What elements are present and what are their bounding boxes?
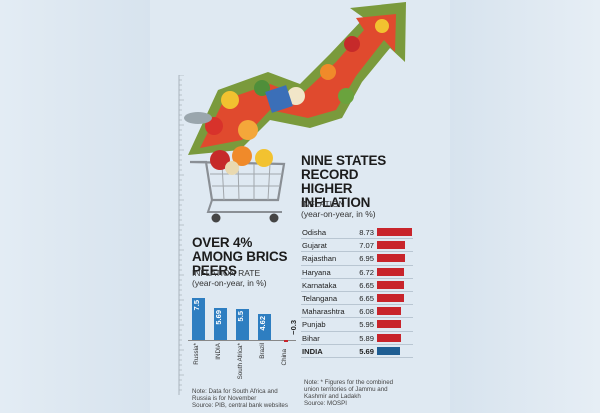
states-subtitle-line1: INFLATION (301, 199, 345, 209)
brics-category-label: China (281, 349, 288, 366)
state-name: Karnataka (302, 280, 337, 290)
states-note-line4: Source: MOSPI (304, 400, 347, 407)
state-name: Odisha (302, 228, 327, 237)
brics-bar: 5.69 (214, 308, 227, 340)
state-bar (377, 320, 401, 329)
state-row: Karnataka 6.65 (301, 279, 413, 292)
state-value: 6.08 (359, 307, 374, 317)
state-name: Gujarat (302, 241, 327, 251)
state-name: Bihar (302, 333, 320, 343)
state-value: 5.89 (359, 333, 374, 343)
states-chart-title: NINE STATES RECORD HIGHER INFLATION (301, 153, 387, 210)
state-bar (377, 307, 402, 316)
brics-bar: 5.5 (236, 309, 249, 340)
brics-category-label: INDIA (215, 343, 222, 360)
brics-category-label: Brazil (259, 343, 266, 359)
brics-bar-chart: 7.5 Russia* 5.69 INDIA 5.5 South Africa* 4.62 B… (188, 280, 298, 385)
states-chart-note: Note: * Figures for the combined union t… (304, 379, 412, 407)
state-name: INDIA (302, 346, 323, 356)
brics-category-label: Russia* (193, 343, 200, 365)
states-bar-chart: Odisha 8.73 Gujarat 7.07 Rajasthan 6.95 Haryan… (301, 226, 413, 358)
state-row: Gujarat 7.07 (301, 239, 413, 253)
brics-note-line3: Source: PIB, central bank websites (192, 402, 288, 409)
brics-subtitle-line2: (year-on-year, in %) (192, 278, 267, 288)
brics-note-line2: Russia is for November (192, 395, 257, 402)
states-note-line1: Note: * Figures for the combined (304, 379, 394, 386)
state-name: Rajasthan (302, 254, 337, 264)
state-row: Odisha 8.73 (301, 226, 413, 240)
state-row: Maharashtra 6.08 (301, 305, 413, 319)
brics-bar-value: 5.5 (236, 311, 245, 322)
brics-bar-value: 7.5 (192, 300, 201, 311)
state-row: Haryana 6.72 (301, 266, 413, 279)
brics-subtitle-line1: INFLATION RATE (192, 268, 261, 278)
background-left (0, 0, 150, 413)
state-value: 6.65 (359, 280, 374, 290)
state-bar (377, 254, 405, 263)
brics-bar (284, 340, 288, 342)
states-chart-subtitle: INFLATION (year-on-year, in %) (301, 199, 411, 219)
state-value: 8.73 (359, 228, 374, 237)
state-value: 6.72 (359, 267, 374, 277)
brics-chart-subtitle: INFLATION RATE (year-on-year, in %) (192, 268, 302, 288)
brics-category-label: South Africa* (237, 343, 244, 380)
state-bar (377, 333, 401, 342)
state-bar (377, 346, 400, 355)
brics-chart-note: Note: Data for South Africa and Russia i… (192, 388, 300, 409)
state-bar (377, 293, 404, 302)
state-bar (377, 241, 406, 250)
state-value: 5.95 (359, 320, 374, 330)
state-name: Haryana (302, 267, 331, 277)
state-value: 6.65 (359, 293, 374, 303)
brics-zero-baseline (188, 340, 296, 341)
states-note-line3: Kashmir and Ladakh (304, 393, 361, 400)
state-row: INDIA 5.69 (301, 345, 413, 358)
brics-bar-value: −0.3 (289, 320, 298, 335)
state-bar (377, 280, 404, 289)
brics-bar: 4.62 (258, 314, 271, 340)
state-value: 6.95 (359, 254, 374, 264)
state-bar (377, 267, 404, 276)
states-note-line2: union territories of Jammu and (304, 386, 388, 393)
state-row: Rajasthan 6.95 (301, 252, 413, 266)
brics-bar: 7.5 (192, 298, 205, 340)
state-name: Maharashtra (302, 307, 345, 317)
infographic-card (150, 0, 450, 413)
brics-bar-value: 4.62 (258, 316, 267, 331)
brics-bar-value: 5.69 (214, 310, 223, 325)
state-value: 5.69 (359, 346, 374, 356)
state-row: Bihar 5.89 (301, 332, 413, 345)
state-name: Punjab (302, 320, 326, 330)
brics-note-line1: Note: Data for South Africa and (192, 388, 278, 395)
brics-chart-title: OVER 4% AMONG BRICS PEERS (192, 235, 288, 278)
grocery-cart-illustration (184, 2, 406, 223)
states-subtitle-line2: (year-on-year, in %) (301, 209, 376, 219)
state-row: Punjab 5.95 (301, 318, 413, 332)
state-name: Telangana (302, 293, 338, 303)
state-bar (377, 228, 412, 236)
background-right (450, 0, 600, 413)
state-row: Telangana 6.65 (301, 292, 413, 306)
state-value: 7.07 (359, 241, 374, 251)
ruler-decoration (178, 75, 184, 395)
